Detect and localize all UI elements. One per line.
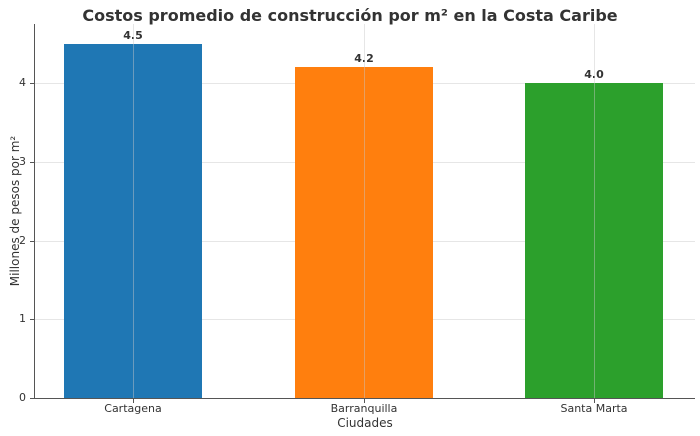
y-axis-spine: [34, 24, 35, 399]
y-tick-label: 0: [19, 391, 26, 404]
x-tick-mark: [594, 399, 595, 403]
y-tick-mark: [30, 162, 34, 163]
y-tick-mark: [30, 83, 34, 84]
x-axis-spine: [34, 398, 695, 399]
x-tick-label: Santa Marta: [560, 402, 628, 415]
y-tick-label: 1: [19, 312, 26, 325]
x-gridline: [594, 24, 595, 398]
x-gridline: [133, 24, 134, 398]
bar-value-label: 4.2: [354, 52, 374, 66]
x-axis-title: Ciudades: [337, 416, 393, 430]
y-axis-title: Millones de pesos por m²: [8, 135, 22, 287]
y-tick-mark: [30, 398, 34, 399]
bar-value-label: 4.0: [584, 68, 604, 81]
y-tick-label: 3: [19, 155, 26, 168]
bar-barranquilla: [295, 67, 433, 398]
x-tick-mark: [364, 399, 365, 403]
bar-santa-marta: [525, 83, 663, 398]
chart-title: Costos promedio de construcción por m² e…: [82, 6, 618, 25]
y-tick-mark: [30, 319, 34, 320]
x-tick-label: Cartagena: [104, 402, 162, 415]
bar-cartagena: [64, 43, 202, 398]
y-tick-label: 2: [19, 234, 26, 247]
x-tick-mark: [133, 399, 134, 403]
y-tick-mark: [30, 241, 34, 242]
x-tick-label: Barranquilla: [330, 402, 398, 415]
y-tick-label: 4: [19, 76, 26, 89]
x-gridline: [364, 24, 365, 398]
bar-value-label: 4.5: [123, 28, 143, 42]
